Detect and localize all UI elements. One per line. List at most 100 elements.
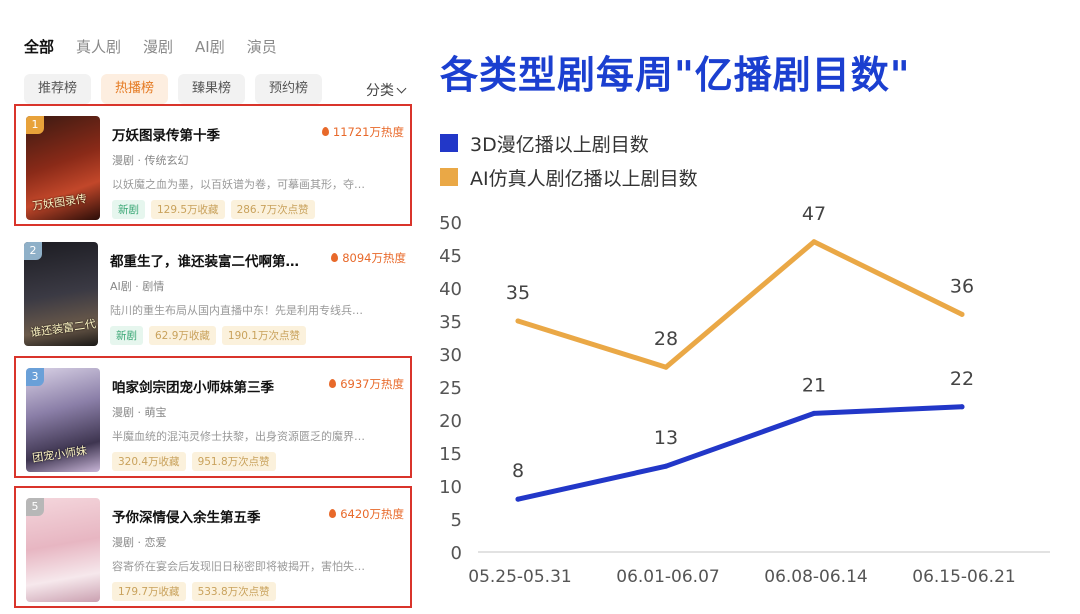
item-genre: AI剧 · 剧情	[110, 280, 165, 293]
item-genre: 漫剧 · 萌宝	[112, 406, 167, 419]
y-tick-label: 10	[439, 477, 462, 498]
data-label: 13	[654, 427, 678, 449]
heat-value: 8094万热度	[331, 250, 406, 266]
legend-label-ai: AI仿真人剧亿播以上剧目数	[470, 167, 698, 190]
favorites-count: 179.7万收藏	[112, 582, 186, 601]
list-item[interactable]: 2 谁还装富二代 都重生了，谁还装富二代啊第… 8094万热度 AI剧 · 剧情…	[14, 232, 412, 354]
ranking-panel: 全部 真人剧 漫剧 AI剧 演员 推荐榜 热播榜 臻果榜 预约榜 分类 1 万妖…	[0, 0, 420, 614]
item-title: 都重生了，谁还装富二代啊第…	[110, 254, 299, 270]
chart-legend: 3D漫亿播以上剧目数 AI仿真人剧亿播以上剧目数	[440, 126, 698, 194]
data-point	[959, 311, 965, 317]
poster-image: 5	[26, 498, 100, 602]
item-description: 容寄侨在宴会后发现旧日秘密即将被揭开，害怕失…	[112, 560, 365, 573]
tab-actors[interactable]: 演员	[246, 38, 277, 56]
data-label: 36	[950, 275, 974, 297]
item-tags: 新剧 129.5万收藏 286.7万次点赞	[112, 200, 315, 219]
y-tick-label: 0	[451, 543, 462, 564]
tab-live-action[interactable]: 真人剧	[76, 38, 122, 56]
flame-icon	[329, 379, 337, 388]
item-tags: 179.7万收藏 533.8万次点赞	[112, 582, 276, 601]
y-tick-label: 40	[439, 279, 462, 300]
heat-text: 6420万热度	[340, 507, 404, 521]
legend-item-3d: 3D漫亿播以上剧目数	[440, 126, 698, 160]
item-genre: 漫剧 · 传统玄幻	[112, 154, 189, 167]
favorites-count: 129.5万收藏	[151, 200, 225, 219]
data-point	[515, 318, 521, 324]
tab-recommended[interactable]: 推荐榜	[24, 74, 92, 104]
poster-image: 1 万妖图录传	[26, 116, 100, 220]
heat-text: 6937万热度	[340, 377, 404, 391]
legend-label-3d: 3D漫亿播以上剧目数	[470, 133, 649, 156]
list-item[interactable]: 5 予你深情侵入余生第五季 6420万热度 漫剧 · 恋爱 容寄侨在宴会后发现旧…	[14, 486, 412, 608]
item-title: 万妖图录传第十季	[112, 128, 220, 144]
y-tick-label: 25	[439, 378, 462, 399]
data-point	[663, 463, 669, 469]
flame-icon	[321, 127, 329, 136]
item-description: 陆川的重生布局从国内直播中东！先是利用专线兵…	[110, 304, 363, 317]
series-line-1	[515, 239, 965, 370]
likes-count: 951.8万次点赞	[191, 452, 276, 471]
rank-badge: 3	[26, 368, 44, 386]
x-tick-label: 05.25-05.31	[468, 567, 571, 587]
series-line-0	[515, 404, 965, 502]
tab-hot[interactable]: 热播榜	[101, 74, 169, 104]
y-tick-label: 30	[439, 345, 462, 366]
chart-title: 各类型剧每周"亿播剧目数"	[440, 53, 911, 97]
item-description: 半魔血统的混沌灵修士扶黎，出身资源匮乏的魔界…	[112, 430, 365, 443]
data-point	[811, 239, 817, 245]
likes-count: 533.8万次点赞	[191, 582, 276, 601]
rank-badge: 5	[26, 498, 44, 516]
data-point	[811, 410, 817, 416]
item-description: 以妖魔之血为墨，以百妖谱为卷，可摹画其形，夺…	[112, 178, 365, 191]
data-label: 22	[950, 368, 974, 390]
data-point	[663, 364, 669, 370]
poster-image: 3 团宠小师妹	[26, 368, 100, 472]
flame-icon	[329, 509, 337, 518]
legend-swatch-3d	[440, 134, 458, 152]
flame-icon	[331, 253, 339, 262]
y-tick-label: 5	[451, 510, 462, 531]
chevron-down-icon	[396, 83, 407, 94]
x-tick-label: 06.08-06.14	[764, 567, 867, 587]
data-label: 21	[802, 374, 826, 396]
x-tick-label: 06.15-06.21	[912, 567, 1015, 587]
item-tags: 320.4万收藏 951.8万次点赞	[112, 452, 276, 471]
favorites-count: 62.9万收藏	[149, 326, 216, 345]
list-item[interactable]: 3 团宠小师妹 咱家剑宗团宠小师妹第三季 6937万热度 漫剧 · 萌宝 半魔血…	[14, 356, 412, 478]
rank-badge: 2	[24, 242, 42, 260]
data-label: 47	[802, 203, 826, 225]
item-title: 予你深情侵入余生第五季	[112, 510, 261, 526]
heat-value: 6937万热度	[329, 376, 404, 392]
data-label: 28	[654, 328, 678, 350]
tab-all[interactable]: 全部	[24, 38, 55, 56]
y-tick-label: 35	[439, 312, 462, 333]
item-genre: 漫剧 · 恋爱	[112, 536, 167, 549]
new-badge: 新剧	[112, 200, 145, 219]
favorites-count: 320.4万收藏	[112, 452, 186, 471]
category-tabs: 全部 真人剧 漫剧 AI剧 演员	[24, 36, 277, 57]
rank-badge: 1	[26, 116, 44, 134]
data-label: 35	[506, 282, 530, 304]
category-filter-button[interactable]: 分类	[366, 80, 407, 100]
item-tags: 新剧 62.9万收藏 190.1万次点赞	[110, 326, 306, 345]
heat-text: 11721万热度	[332, 125, 404, 139]
y-tick-label: 45	[439, 246, 462, 267]
likes-count: 190.1万次点赞	[221, 326, 306, 345]
data-point	[515, 496, 521, 502]
tab-comic[interactable]: 漫剧	[143, 38, 174, 56]
tab-premium[interactable]: 臻果榜	[178, 74, 246, 104]
poster-title: 万妖图录传	[31, 192, 88, 213]
new-badge: 新剧	[110, 326, 143, 345]
poster-image: 2 谁还装富二代	[24, 242, 98, 346]
filter-label: 分类	[366, 83, 394, 99]
list-item[interactable]: 1 万妖图录传 万妖图录传第十季 11721万热度 漫剧 · 传统玄幻 以妖魔之…	[14, 104, 412, 226]
tab-ai[interactable]: AI剧	[195, 38, 225, 56]
line-chart: 0 5 10 15 20 25 30 35 40 45 50 05.25-05.31 06.01-06.…	[439, 203, 1050, 587]
y-tick-label: 20	[439, 411, 462, 432]
x-tick-label: 06.01-06.07	[616, 567, 719, 587]
heat-value: 6420万热度	[329, 506, 404, 522]
heat-value: 11721万热度	[321, 124, 404, 140]
tab-reservation[interactable]: 预约榜	[255, 74, 323, 104]
ranking-tabs: 推荐榜 热播榜 臻果榜 预约榜	[24, 74, 323, 104]
item-title: 咱家剑宗团宠小师妹第三季	[112, 380, 274, 396]
